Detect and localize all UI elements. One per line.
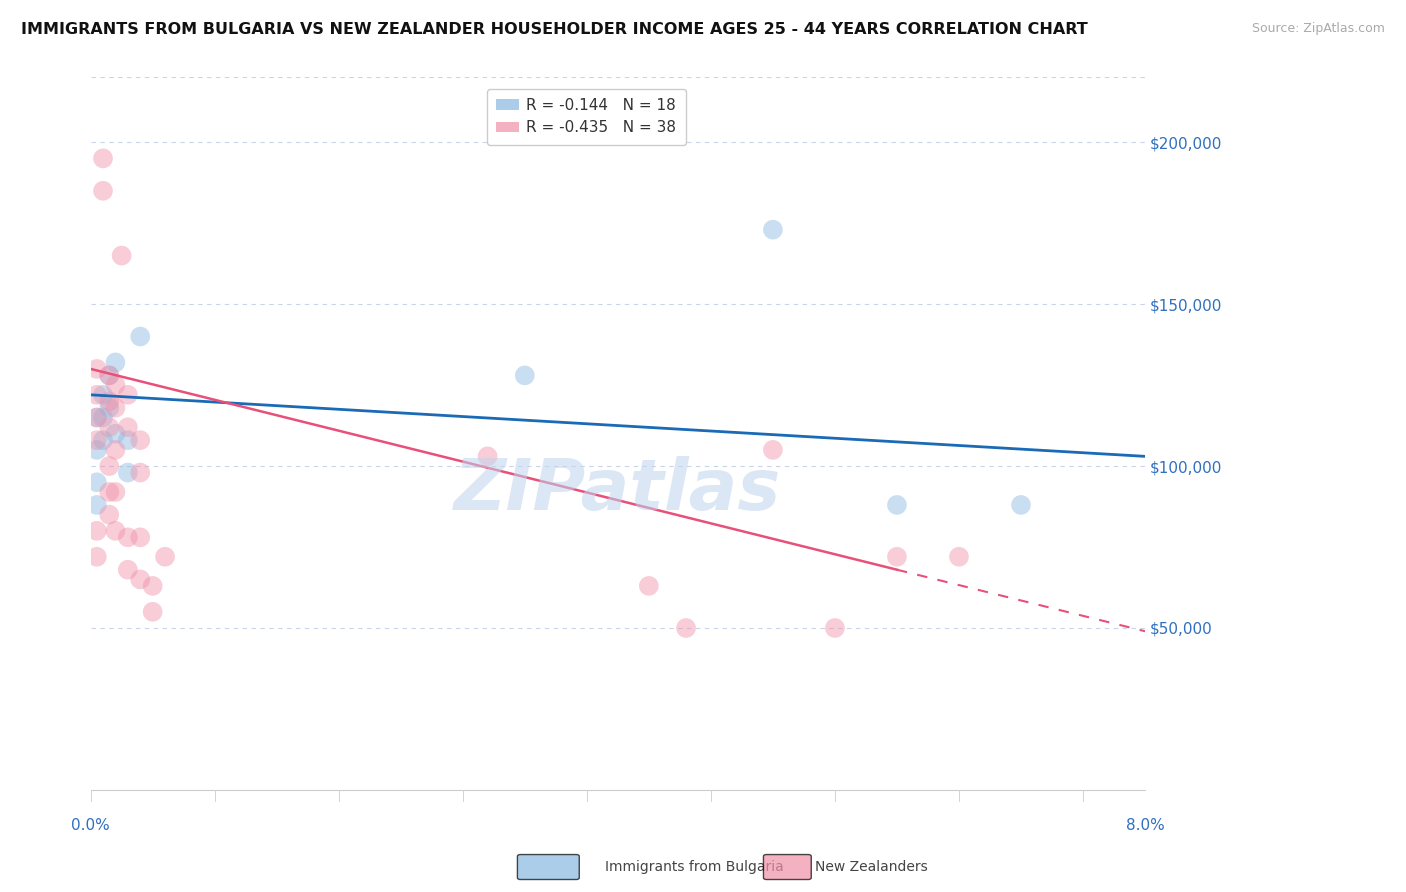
Point	[886, 549, 908, 564]
Point	[91, 433, 114, 447]
Point	[104, 442, 127, 457]
Point	[98, 368, 121, 383]
Text: IMMIGRANTS FROM BULGARIA VS NEW ZEALANDER HOUSEHOLDER INCOME AGES 25 - 44 YEARS : IMMIGRANTS FROM BULGARIA VS NEW ZEALANDE…	[21, 22, 1088, 37]
Point	[129, 466, 152, 480]
Text: 0.0%: 0.0%	[72, 819, 110, 833]
Point	[104, 355, 127, 369]
Point	[98, 368, 121, 383]
Text: Immigrants from Bulgaria: Immigrants from Bulgaria	[605, 860, 783, 874]
Point	[762, 442, 785, 457]
Point	[104, 401, 127, 415]
Point	[117, 466, 139, 480]
Point	[86, 524, 108, 538]
Point	[675, 621, 697, 635]
Point	[86, 410, 108, 425]
Point	[153, 549, 176, 564]
Point	[948, 549, 970, 564]
Point	[98, 394, 121, 409]
Point	[111, 249, 134, 263]
Text: New Zealanders: New Zealanders	[815, 860, 928, 874]
Point	[98, 420, 121, 434]
Point	[762, 222, 785, 236]
Point	[477, 450, 499, 464]
Point	[86, 388, 108, 402]
Point	[129, 573, 152, 587]
Point	[104, 378, 127, 392]
Point	[824, 621, 846, 635]
Legend: R = -0.144   N = 18, R = -0.435   N = 38: R = -0.144 N = 18, R = -0.435 N = 38	[486, 88, 686, 145]
Point	[86, 410, 108, 425]
Point	[91, 388, 114, 402]
Point	[1010, 498, 1032, 512]
Point	[91, 410, 114, 425]
Point	[98, 458, 121, 473]
Point	[86, 433, 108, 447]
Point	[104, 426, 127, 441]
Point	[86, 475, 108, 490]
Point	[86, 442, 108, 457]
Point	[86, 362, 108, 376]
Point	[129, 329, 152, 343]
Point	[117, 530, 139, 544]
Point	[98, 485, 121, 500]
Point	[886, 498, 908, 512]
Point	[117, 388, 139, 402]
Point	[86, 498, 108, 512]
Point	[104, 524, 127, 538]
Text: ZIPatlas: ZIPatlas	[454, 456, 782, 525]
Point	[91, 184, 114, 198]
Point	[142, 605, 165, 619]
Point	[513, 368, 536, 383]
Text: 8.0%: 8.0%	[1126, 819, 1164, 833]
Point	[637, 579, 659, 593]
Point	[117, 563, 139, 577]
Point	[91, 152, 114, 166]
Point	[129, 530, 152, 544]
Text: Source: ZipAtlas.com: Source: ZipAtlas.com	[1251, 22, 1385, 36]
Point	[117, 433, 139, 447]
Point	[117, 420, 139, 434]
Point	[104, 485, 127, 500]
Point	[129, 433, 152, 447]
Point	[98, 401, 121, 415]
Point	[98, 508, 121, 522]
Point	[86, 549, 108, 564]
Point	[142, 579, 165, 593]
